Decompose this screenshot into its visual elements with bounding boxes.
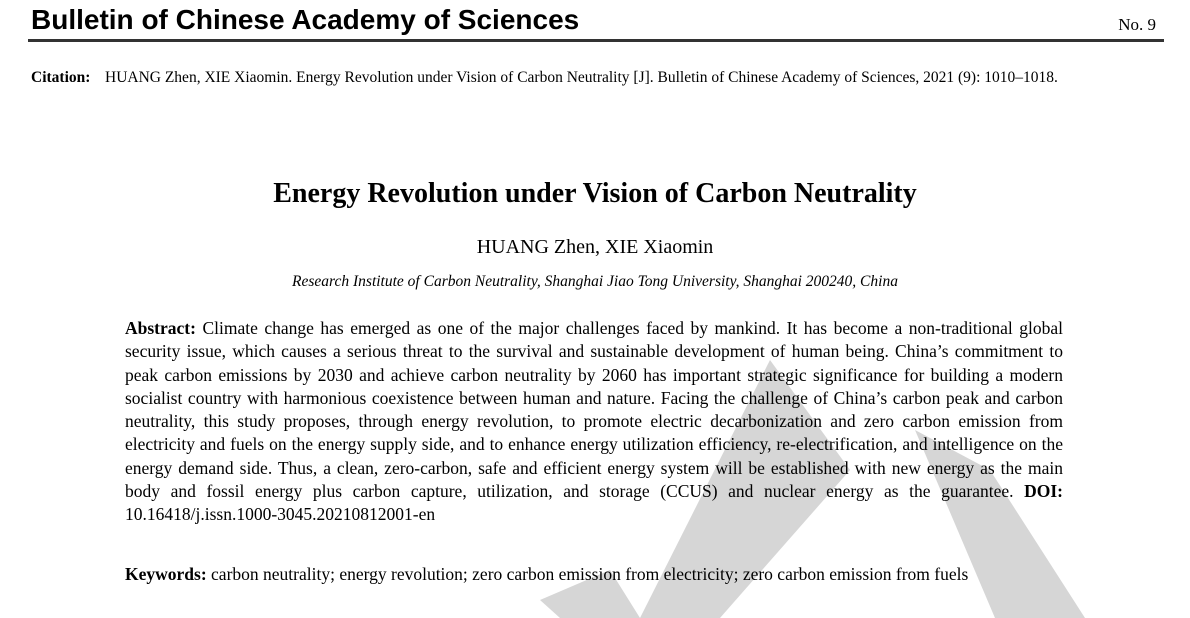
author-affiliation: Research Institute of Carbon Neutrality,… xyxy=(292,273,898,290)
header-rule xyxy=(28,39,1164,42)
doi-label: DOI: xyxy=(1024,481,1063,502)
abstract: Abstract: Climate change has emerged as … xyxy=(125,317,1063,527)
journal-title: Bulletin of Chinese Academy of Sciences xyxy=(31,4,580,35)
citation: Citation: HUANG Zhen, XIE Xiaomin. Energ… xyxy=(31,68,1161,88)
abstract-text: Climate change has emerged as one of the… xyxy=(125,318,1064,502)
keywords-label: Keywords: xyxy=(125,564,207,584)
doi-value: 10.16418/j.issn.1000-3045.20210812001-en xyxy=(125,504,436,525)
issue-number: No. 9 xyxy=(1118,15,1156,34)
keywords: Keywords: carbon neutrality; energy revo… xyxy=(125,563,1063,586)
abstract-label: Abstract: xyxy=(125,318,196,338)
article-authors: HUANG Zhen, XIE Xiaomin xyxy=(476,236,714,258)
article-title: Energy Revolution under Vision of Carbon… xyxy=(273,178,917,209)
citation-text: HUANG Zhen, XIE Xiaomin. Energy Revoluti… xyxy=(105,69,1058,86)
keywords-text: carbon neutrality; energy revolution; ze… xyxy=(211,564,969,584)
citation-label: Citation: xyxy=(31,69,91,86)
